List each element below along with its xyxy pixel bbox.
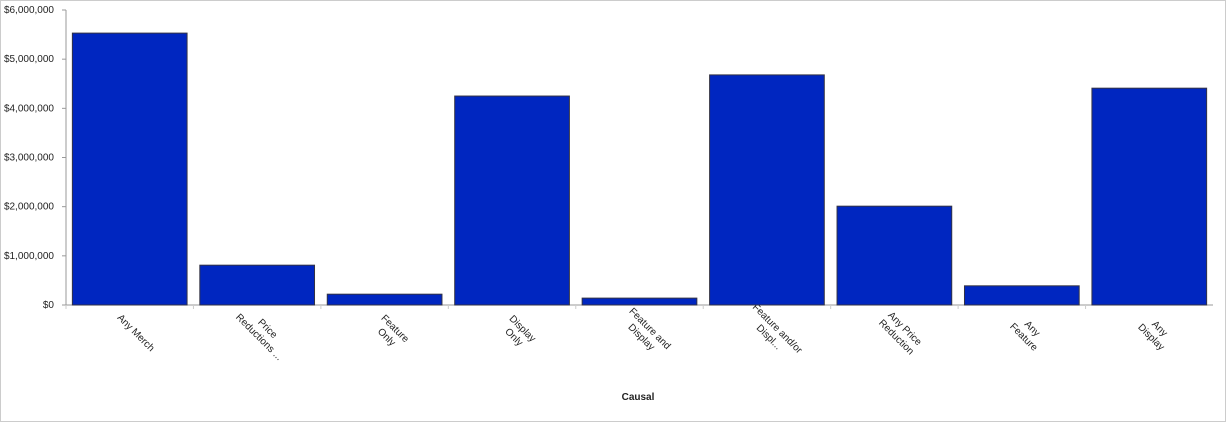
bar — [963, 285, 1080, 306]
bar — [1091, 87, 1208, 306]
x-axis-title: Causal — [622, 392, 655, 403]
bar — [709, 74, 825, 306]
y-tick-label: $2,000,000 — [4, 202, 54, 213]
y-tick-label: $4,000,000 — [4, 103, 54, 114]
bar — [71, 32, 188, 306]
y-tick-label: $6,000,000 — [4, 5, 54, 16]
bar — [199, 264, 316, 306]
bar — [454, 95, 570, 306]
y-tick-label: $0 — [43, 300, 55, 311]
bar — [326, 293, 443, 306]
bar — [581, 297, 698, 306]
y-tick-label: $5,000,000 — [4, 54, 54, 65]
y-tick-label: $1,000,000 — [4, 251, 54, 262]
bar — [836, 205, 953, 306]
y-tick-label: $3,000,000 — [4, 153, 54, 164]
